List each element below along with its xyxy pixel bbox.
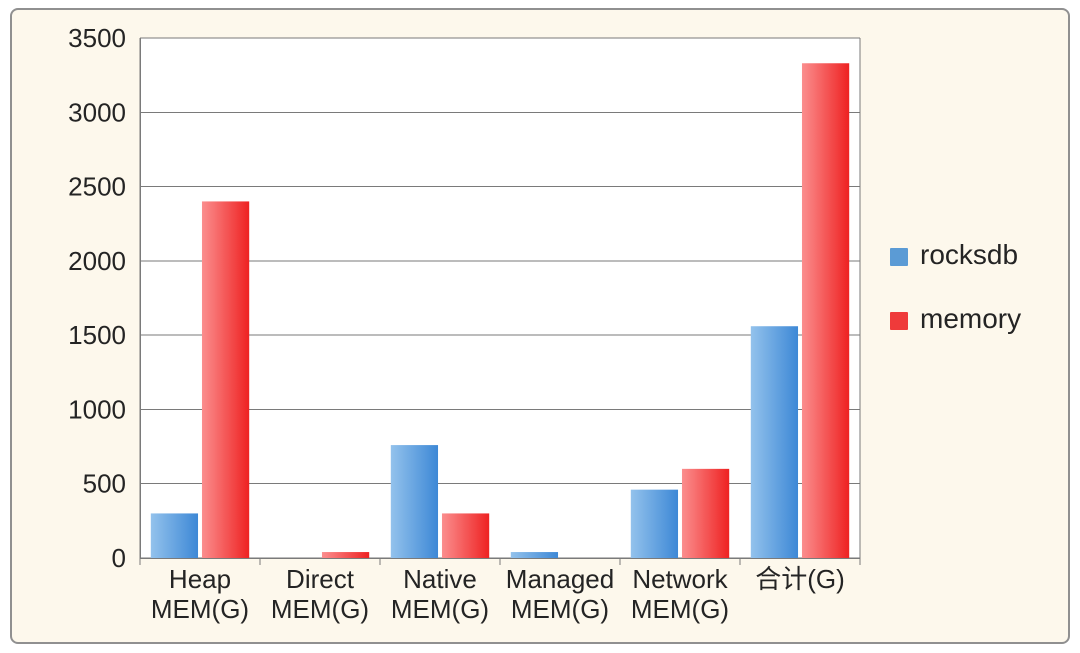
bar-rocksdb (151, 513, 198, 558)
y-tick-label: 1000 (68, 394, 126, 424)
y-tick-label: 1500 (68, 320, 126, 350)
bar-rocksdb (631, 490, 678, 558)
chart-frame: 0500100015002000250030003500HeapMEM(G)Di… (10, 8, 1070, 644)
y-tick-label: 3500 (68, 23, 126, 53)
y-tick-label: 2000 (68, 246, 126, 276)
legend-swatch-rocksdb (890, 248, 908, 266)
bar-memory (802, 63, 849, 558)
legend-label-memory: memory (920, 303, 1021, 334)
x-tick-label: MEM(G) (631, 594, 729, 624)
x-tick-label: Direct (286, 564, 355, 594)
bar-memory (442, 513, 489, 558)
y-tick-label: 500 (83, 469, 126, 499)
chart-svg: 0500100015002000250030003500HeapMEM(G)Di… (20, 18, 1064, 638)
x-tick-label: 合计(G) (755, 564, 845, 594)
bar-memory (682, 469, 729, 558)
chart-area: 0500100015002000250030003500HeapMEM(G)Di… (20, 18, 1060, 634)
legend-swatch-memory (890, 312, 908, 330)
y-tick-label: 3000 (68, 97, 126, 127)
x-tick-label: MEM(G) (391, 594, 489, 624)
legend-label-rocksdb: rocksdb (920, 239, 1018, 270)
x-tick-label: Network (632, 564, 728, 594)
bar-rocksdb (391, 445, 438, 558)
x-tick-label: MEM(G) (271, 594, 369, 624)
x-tick-label: MEM(G) (151, 594, 249, 624)
bar-memory (322, 552, 369, 558)
x-tick-label: Heap (169, 564, 231, 594)
bar-memory (202, 201, 249, 558)
bar-rocksdb (511, 552, 558, 558)
x-tick-label: MEM(G) (511, 594, 609, 624)
x-tick-label: Managed (506, 564, 614, 594)
bar-rocksdb (751, 326, 798, 558)
y-tick-label: 0 (112, 543, 126, 573)
x-tick-label: Native (403, 564, 477, 594)
y-tick-label: 2500 (68, 172, 126, 202)
